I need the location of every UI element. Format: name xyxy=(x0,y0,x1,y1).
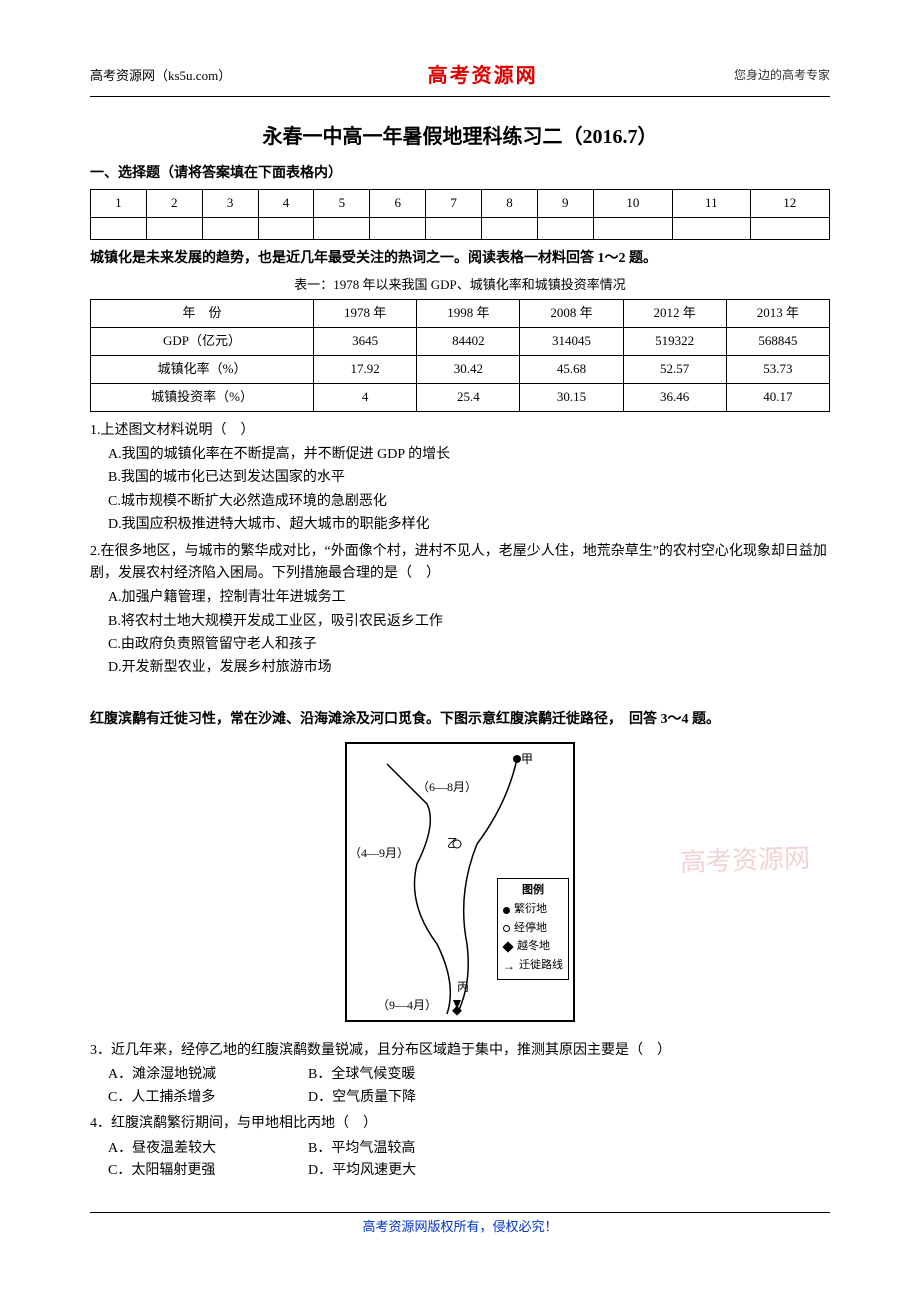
answer-col-3: 3 xyxy=(202,190,258,218)
page-header: 高考资源网（ks5u.com） 高考资源网 您身边的高考专家 xyxy=(90,60,830,97)
t1-h5: 2013 年 xyxy=(726,300,829,328)
q2-option-d: D.开发新型农业，发展乡村旅游市场 xyxy=(108,657,830,679)
answer-grid-empty-row xyxy=(91,218,830,240)
q1-option-a: A.我国的城镇化率在不断提高，并不断促进 GDP 的增长 xyxy=(108,444,830,466)
answer-col-12: 12 xyxy=(750,190,829,218)
q1-stem: 1.上述图文材料说明（ ） xyxy=(90,420,830,442)
map-figure: 甲 （6—8月） （4—9月） 乙 丙 （9—4月） 图例 繁衍地 经停地 越冬… xyxy=(90,742,830,1030)
dot-filled-icon xyxy=(503,907,510,914)
table-row: GDP（亿元） 3645 84402 314045 519322 568845 xyxy=(91,328,830,356)
t1-h3: 2008 年 xyxy=(520,300,623,328)
section-1-label: 一、选择题（请将答案填在下面表格内） xyxy=(90,163,830,185)
q2-stem: 2.在很多地区，与城市的繁华成对比，“外面像个村，进村不见人，老屋少人住，地荒杂… xyxy=(90,541,830,586)
q3-stem: 3．近几年来，经停乙地的红腹滨鹬数量锐减，且分布区域趋于集中，推测其原因主要是（… xyxy=(90,1040,830,1062)
intro-1: 城镇化是未来发展的趋势，也是近几年最受关注的热词之一。阅读表格一材料回答 1～2… xyxy=(90,248,830,270)
map-placeholder: 甲 （6—8月） （4—9月） 乙 丙 （9—4月） 图例 繁衍地 经停地 越冬… xyxy=(345,742,575,1022)
q1-option-d: D.我国应积极推进特大城市、超大城市的职能多样化 xyxy=(108,514,830,536)
header-left: 高考资源网（ks5u.com） xyxy=(90,66,231,87)
answer-col-7: 7 xyxy=(426,190,482,218)
map-legend: 图例 繁衍地 经停地 越冬地 →迁徙路线 xyxy=(497,878,569,980)
t1-h0: 年 份 xyxy=(91,300,314,328)
answer-col-10: 10 xyxy=(593,190,672,218)
t1-h2: 1998 年 xyxy=(417,300,520,328)
legend-item: →迁徙路线 xyxy=(503,957,563,975)
q3-option-c: C．人工捕杀增多 xyxy=(108,1087,308,1109)
q3-option-a: A．滩涂湿地锐减 xyxy=(108,1064,308,1086)
document-title: 永春一中高一年暑假地理科练习二（2016.7） xyxy=(90,121,830,153)
answer-col-11: 11 xyxy=(673,190,751,218)
page-footer: 高考资源网版权所有，侵权必究！ xyxy=(90,1212,830,1238)
legend-item: 越冬地 xyxy=(503,938,563,956)
q2-option-c: C.由政府负责照管留守老人和孩子 xyxy=(108,634,830,656)
q2-option-b: B.将农村土地大规模开发成工业区，吸引农民返乡工作 xyxy=(108,611,830,633)
legend-item: 繁衍地 xyxy=(503,901,563,919)
answer-col-1: 1 xyxy=(91,190,147,218)
table-row: 城镇化率（%） 17.92 30.42 45.68 52.57 53.73 xyxy=(91,355,830,383)
q3-option-b: B．全球气候变暖 xyxy=(308,1064,508,1086)
table-row: 城镇投资率（%） 4 25.4 30.15 36.46 40.17 xyxy=(91,383,830,411)
data-table-1: 年 份 1978 年 1998 年 2008 年 2012 年 2013 年 G… xyxy=(90,299,830,411)
answer-col-5: 5 xyxy=(314,190,370,218)
t1-h4: 2012 年 xyxy=(623,300,726,328)
answer-grid-table: 1 2 3 4 5 6 7 8 9 10 11 12 xyxy=(90,189,830,240)
q4-option-b: B．平均气温较高 xyxy=(308,1138,508,1160)
arrow-icon: → xyxy=(503,960,515,972)
q1-option-c: C.城市规模不断扩大必然造成环境的急剧恶化 xyxy=(108,491,830,513)
answer-col-9: 9 xyxy=(537,190,593,218)
q4-stem: 4．红腹滨鹬繁衍期间，与甲地相比丙地（ ） xyxy=(90,1113,830,1135)
answer-col-2: 2 xyxy=(146,190,202,218)
answer-col-6: 6 xyxy=(370,190,426,218)
q3-option-d: D．空气质量下降 xyxy=(308,1087,508,1109)
answer-col-8: 8 xyxy=(482,190,538,218)
q4-option-a: A．昼夜温差较大 xyxy=(108,1138,308,1160)
diamond-icon xyxy=(502,942,513,953)
t1-h1: 1978 年 xyxy=(314,300,417,328)
legend-item: 经停地 xyxy=(503,920,563,938)
q1-option-b: B.我国的城市化已达到发达国家的水平 xyxy=(108,467,830,489)
q4-option-c: C．太阳辐射更强 xyxy=(108,1160,308,1182)
q2-option-a: A.加强户籍管理，控制青壮年进城务工 xyxy=(108,587,830,609)
table1-header-row: 年 份 1978 年 1998 年 2008 年 2012 年 2013 年 xyxy=(91,300,830,328)
legend-title: 图例 xyxy=(503,882,563,900)
answer-grid-header-row: 1 2 3 4 5 6 7 8 9 10 11 12 xyxy=(91,190,830,218)
dot-empty-icon xyxy=(503,925,510,932)
intro-2: 红腹滨鹬有迁徙习性，常在沙滩、沿海滩涂及河口觅食。下图示意红腹滨鹬迁徙路径， 回… xyxy=(90,709,830,731)
header-right: 您身边的高考专家 xyxy=(734,66,830,85)
answer-col-4: 4 xyxy=(258,190,314,218)
header-center-logo: 高考资源网 xyxy=(428,60,538,92)
table1-caption: 表一：1978 年以来我国 GDP、城镇化率和城镇投资率情况 xyxy=(90,275,830,296)
q4-option-d: D．平均风速更大 xyxy=(308,1160,508,1182)
